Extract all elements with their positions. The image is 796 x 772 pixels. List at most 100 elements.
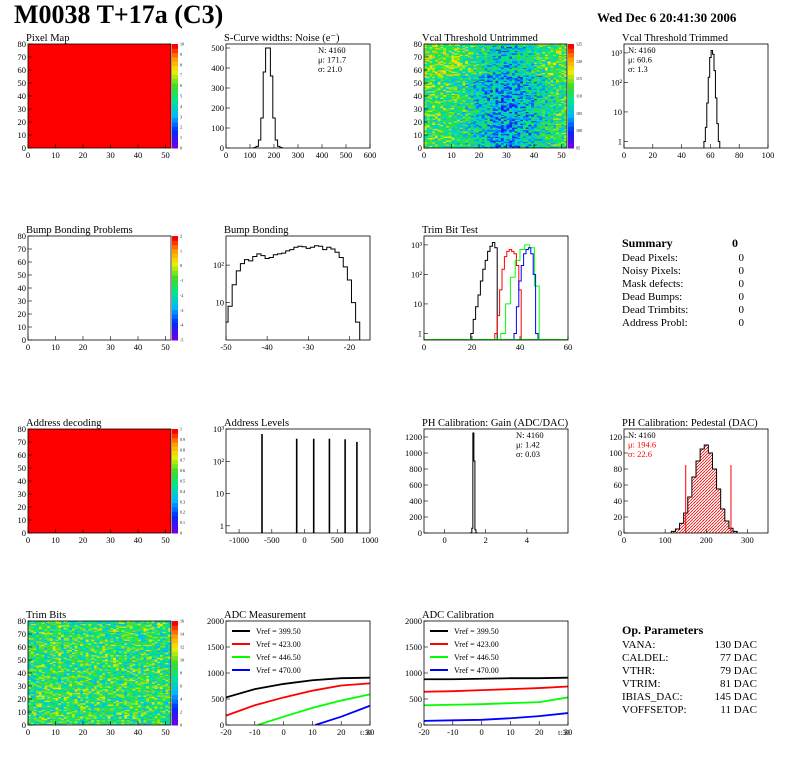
heatmap-cell <box>424 47 428 50</box>
plot-frame <box>423 428 569 534</box>
heatmap-cell <box>468 84 472 86</box>
heatmap-cell <box>432 99 436 102</box>
heatmap-cell <box>564 115 567 118</box>
heatmap-cell <box>448 140 452 142</box>
heatmap-cell <box>514 68 518 71</box>
heatmap-cell <box>492 44 496 46</box>
heatmap-cell <box>503 92 507 94</box>
heatmap-cell <box>426 141 430 144</box>
heatmap-cell <box>539 106 543 109</box>
heatmap-cell <box>426 98 430 101</box>
heatmap-cell <box>30 667 34 670</box>
heatmap-cell <box>36 662 40 665</box>
heatmap-cell <box>553 72 557 75</box>
heatmap-cell <box>547 71 551 73</box>
heatmap-cell <box>506 86 510 89</box>
heatmap-cell <box>462 114 466 116</box>
x-tick-label: 4 <box>525 535 530 545</box>
heatmap-cell <box>476 83 480 85</box>
heatmap-cell <box>498 63 502 66</box>
heatmap-cell <box>523 47 527 50</box>
heatmap-cell <box>542 131 546 133</box>
heatmap-cell <box>473 58 477 60</box>
heatmap-cell <box>490 97 494 99</box>
heatmap-cell <box>459 135 463 137</box>
heatmap-cell <box>509 133 513 136</box>
heatmap-cell <box>490 71 494 73</box>
heatmap-cell <box>448 46 452 49</box>
y-tick-label: 80 <box>18 424 27 434</box>
heatmap-cell <box>528 123 532 125</box>
heatmap-cell <box>440 51 444 54</box>
heatmap-cell <box>539 136 543 138</box>
heatmap-cell <box>462 86 466 89</box>
heatmap-cell <box>443 86 447 89</box>
heatmap-cell <box>525 137 529 140</box>
heatmap-cell <box>501 93 505 96</box>
heatmap-cell <box>30 666 34 669</box>
heatmap-cell <box>545 72 549 75</box>
heatmap-cell <box>517 137 521 140</box>
heatmap-cell <box>484 137 488 140</box>
heatmap-cell <box>468 51 472 54</box>
heatmap-cell <box>435 50 439 53</box>
heatmap-cell <box>492 84 496 86</box>
heatmap-cell <box>470 66 474 68</box>
heatmap-cell <box>561 138 565 141</box>
heatmap-cell <box>30 653 34 656</box>
heatmap-cell <box>473 83 477 85</box>
heatmap-cell <box>512 50 516 53</box>
heatmap-cell <box>528 131 532 133</box>
heatmap-cell <box>525 93 529 96</box>
heatmap-cell <box>432 45 436 47</box>
heatmap-cell <box>528 64 532 67</box>
heatmap-cell <box>462 109 466 111</box>
heatmap-cell <box>446 99 450 102</box>
heatmap-cell <box>492 116 496 119</box>
heatmap-cell <box>545 127 549 129</box>
heatmap-cell <box>506 73 510 76</box>
heatmap-cell <box>446 75 450 77</box>
heatmap-cell <box>509 67 513 70</box>
palette-swatch <box>172 109 178 114</box>
heatmap-cell <box>36 709 40 712</box>
heatmap-cell <box>459 97 463 99</box>
y-tick-label: 500 <box>211 43 224 53</box>
heatmap-cell <box>481 103 485 106</box>
heatmap-cell <box>547 53 551 55</box>
heatmap-cell <box>440 138 444 141</box>
heatmap-cell <box>424 54 428 57</box>
heatmap-cell <box>30 660 34 662</box>
heatmap-cell <box>550 67 554 70</box>
heatmap-cell <box>465 72 469 75</box>
heatmap-cell <box>454 127 458 129</box>
heatmap-cell <box>536 111 540 114</box>
heatmap-cell <box>531 106 535 109</box>
heatmap-cell <box>446 44 450 46</box>
heatmap-cell <box>558 138 562 141</box>
heatmap-cell <box>517 144 521 146</box>
heatmap-cell <box>437 89 441 92</box>
heatmap-cell <box>556 101 560 103</box>
heatmap-cell <box>476 55 480 58</box>
heatmap-cell <box>528 129 532 132</box>
heatmap-cell <box>481 76 485 79</box>
heatmap-cell <box>468 58 472 60</box>
heatmap-cell <box>443 59 447 62</box>
heatmap-cell <box>501 106 505 109</box>
heatmap-cell <box>30 684 34 687</box>
y-tick-label: 20 <box>18 309 27 319</box>
heatmap-cell <box>457 81 461 84</box>
heatmap-cell <box>556 128 560 131</box>
heatmap-cell <box>498 128 502 131</box>
heatmap-cell <box>498 144 502 146</box>
heatmap-cell <box>487 105 491 107</box>
heatmap-cell <box>426 59 430 62</box>
heatmap-cell <box>28 715 32 718</box>
heatmap-cell <box>481 83 485 85</box>
heatmap-cell <box>558 116 562 119</box>
heatmap-cell <box>561 129 565 132</box>
heatmap-cell <box>523 59 527 62</box>
heatmap-cell <box>443 120 447 123</box>
heatmap-cell <box>435 64 439 67</box>
